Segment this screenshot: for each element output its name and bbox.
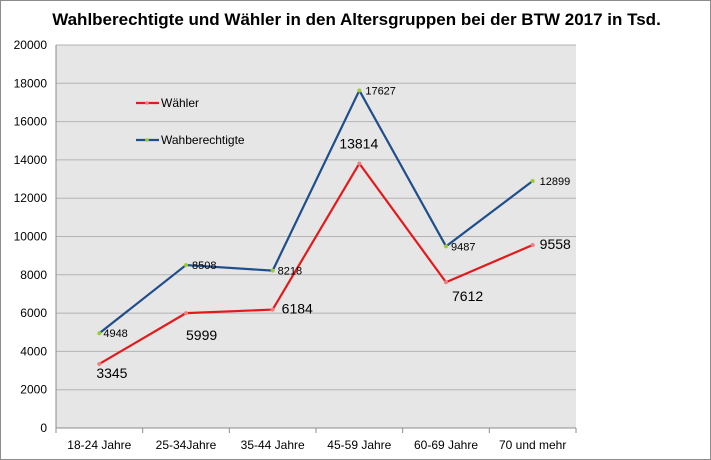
y-tick-label: 6000 [20,306,47,320]
series-line-waehler [98,162,534,365]
data-point [530,242,535,247]
x-tick-label: 70 und mehr [499,438,566,452]
data-label: 12899 [540,176,571,188]
y-tick-label: 2000 [20,383,47,397]
y-tick-label: 20000 [14,38,48,52]
legend-label: Wähler [161,96,199,110]
data-label: 9558 [540,236,571,252]
x-tick-label: 25-34Jahre [156,438,217,452]
data-label: 4948 [103,328,127,340]
data-point [357,88,362,93]
series-line-wahlberechtigte [98,89,534,335]
data-label: 3345 [96,365,127,381]
y-tick-label: 0 [40,421,47,435]
x-tick-label: 45-59 Jahre [327,438,391,452]
data-label: 9487 [451,241,475,253]
data-point [270,268,275,273]
y-tick-label: 10000 [14,230,48,244]
y-tick-label: 4000 [20,344,47,358]
data-point [530,178,535,183]
chart-title: Wahlberechtigte und Wähler in den Alters… [52,10,661,29]
legend-marker [145,101,149,105]
data-label: 8508 [192,260,216,272]
data-label: 7612 [452,288,483,304]
y-tick-label: 8000 [20,268,47,282]
data-point [184,311,188,316]
x-tick-label: 18-24 Jahre [67,438,131,452]
x-tick-label: 60-69 Jahre [414,438,478,452]
data-point [444,280,448,285]
data-point [97,361,102,366]
x-tick-label: 35-44 Jahre [241,438,305,452]
data-label: 6184 [282,301,313,317]
data-point [444,244,448,249]
y-tick-label: 16000 [14,115,48,129]
y-tick-label: 12000 [14,191,48,205]
data-point [357,161,362,166]
data-label: 17627 [365,85,396,97]
legend-label: Wahberechtigte [161,133,245,147]
data-point [270,307,275,312]
legend-marker [145,138,149,142]
data-label: 13814 [339,135,378,151]
data-point [97,331,102,336]
data-label: 5999 [186,327,217,343]
data-label: 8218 [278,266,302,278]
y-tick-label: 18000 [14,76,48,90]
y-tick-label: 14000 [14,153,48,167]
data-point [184,263,188,268]
